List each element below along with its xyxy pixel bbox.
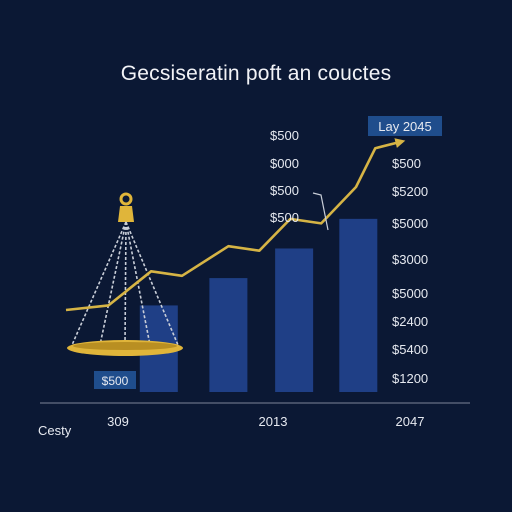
left-label: $000 xyxy=(270,156,299,171)
scale-chain xyxy=(125,221,179,346)
scale-chain xyxy=(124,221,127,346)
right-label: $3000 xyxy=(392,252,428,267)
bar xyxy=(275,248,314,392)
left-label: $500 xyxy=(270,183,299,198)
right-label: $5000 xyxy=(392,216,428,231)
left-value-labels: $500 $000 $500 $500 xyxy=(270,128,299,225)
left-label: $500 xyxy=(270,128,299,143)
left-label: $500 xyxy=(270,210,299,225)
right-label: $500 xyxy=(392,156,421,171)
right-label: $2400 xyxy=(392,314,428,329)
right-label: $5000 xyxy=(392,286,428,301)
chart-title: Gecsiseratin poft an couctes xyxy=(120,62,392,85)
scale-ring xyxy=(119,192,133,206)
bar-series xyxy=(139,218,378,392)
scale-pan-inner xyxy=(73,342,177,350)
x-tick-label: Cesty xyxy=(38,423,72,438)
scale-label: $500 xyxy=(102,374,129,388)
x-tick-label: 2047 xyxy=(396,414,425,429)
scale-chain xyxy=(71,221,127,346)
badge-label: Lay 2045 xyxy=(378,119,432,134)
x-tick-label: 309 xyxy=(107,414,129,429)
scale-chains xyxy=(71,221,179,346)
bar xyxy=(209,278,248,392)
scale-label-badge xyxy=(94,371,136,389)
bar xyxy=(339,218,378,392)
x-tick-label: 2013 xyxy=(259,414,288,429)
scale-chain xyxy=(99,221,127,346)
right-label: $5400 xyxy=(392,342,428,357)
pointer-line xyxy=(312,192,329,231)
right-label: $1200 xyxy=(392,371,428,386)
balance-scale-illustration: $500 xyxy=(67,192,183,389)
trend-line xyxy=(65,138,406,312)
right-label: $5200 xyxy=(392,184,428,199)
badge xyxy=(368,116,442,136)
right-value-labels: $500 $5200 $5000 $3000 $5000 $2400 $5400… xyxy=(392,156,428,386)
x-tick-labels: Cesty 309 2013 2047 xyxy=(38,414,424,438)
scale-hook xyxy=(118,206,134,222)
scale-chain xyxy=(125,221,151,346)
